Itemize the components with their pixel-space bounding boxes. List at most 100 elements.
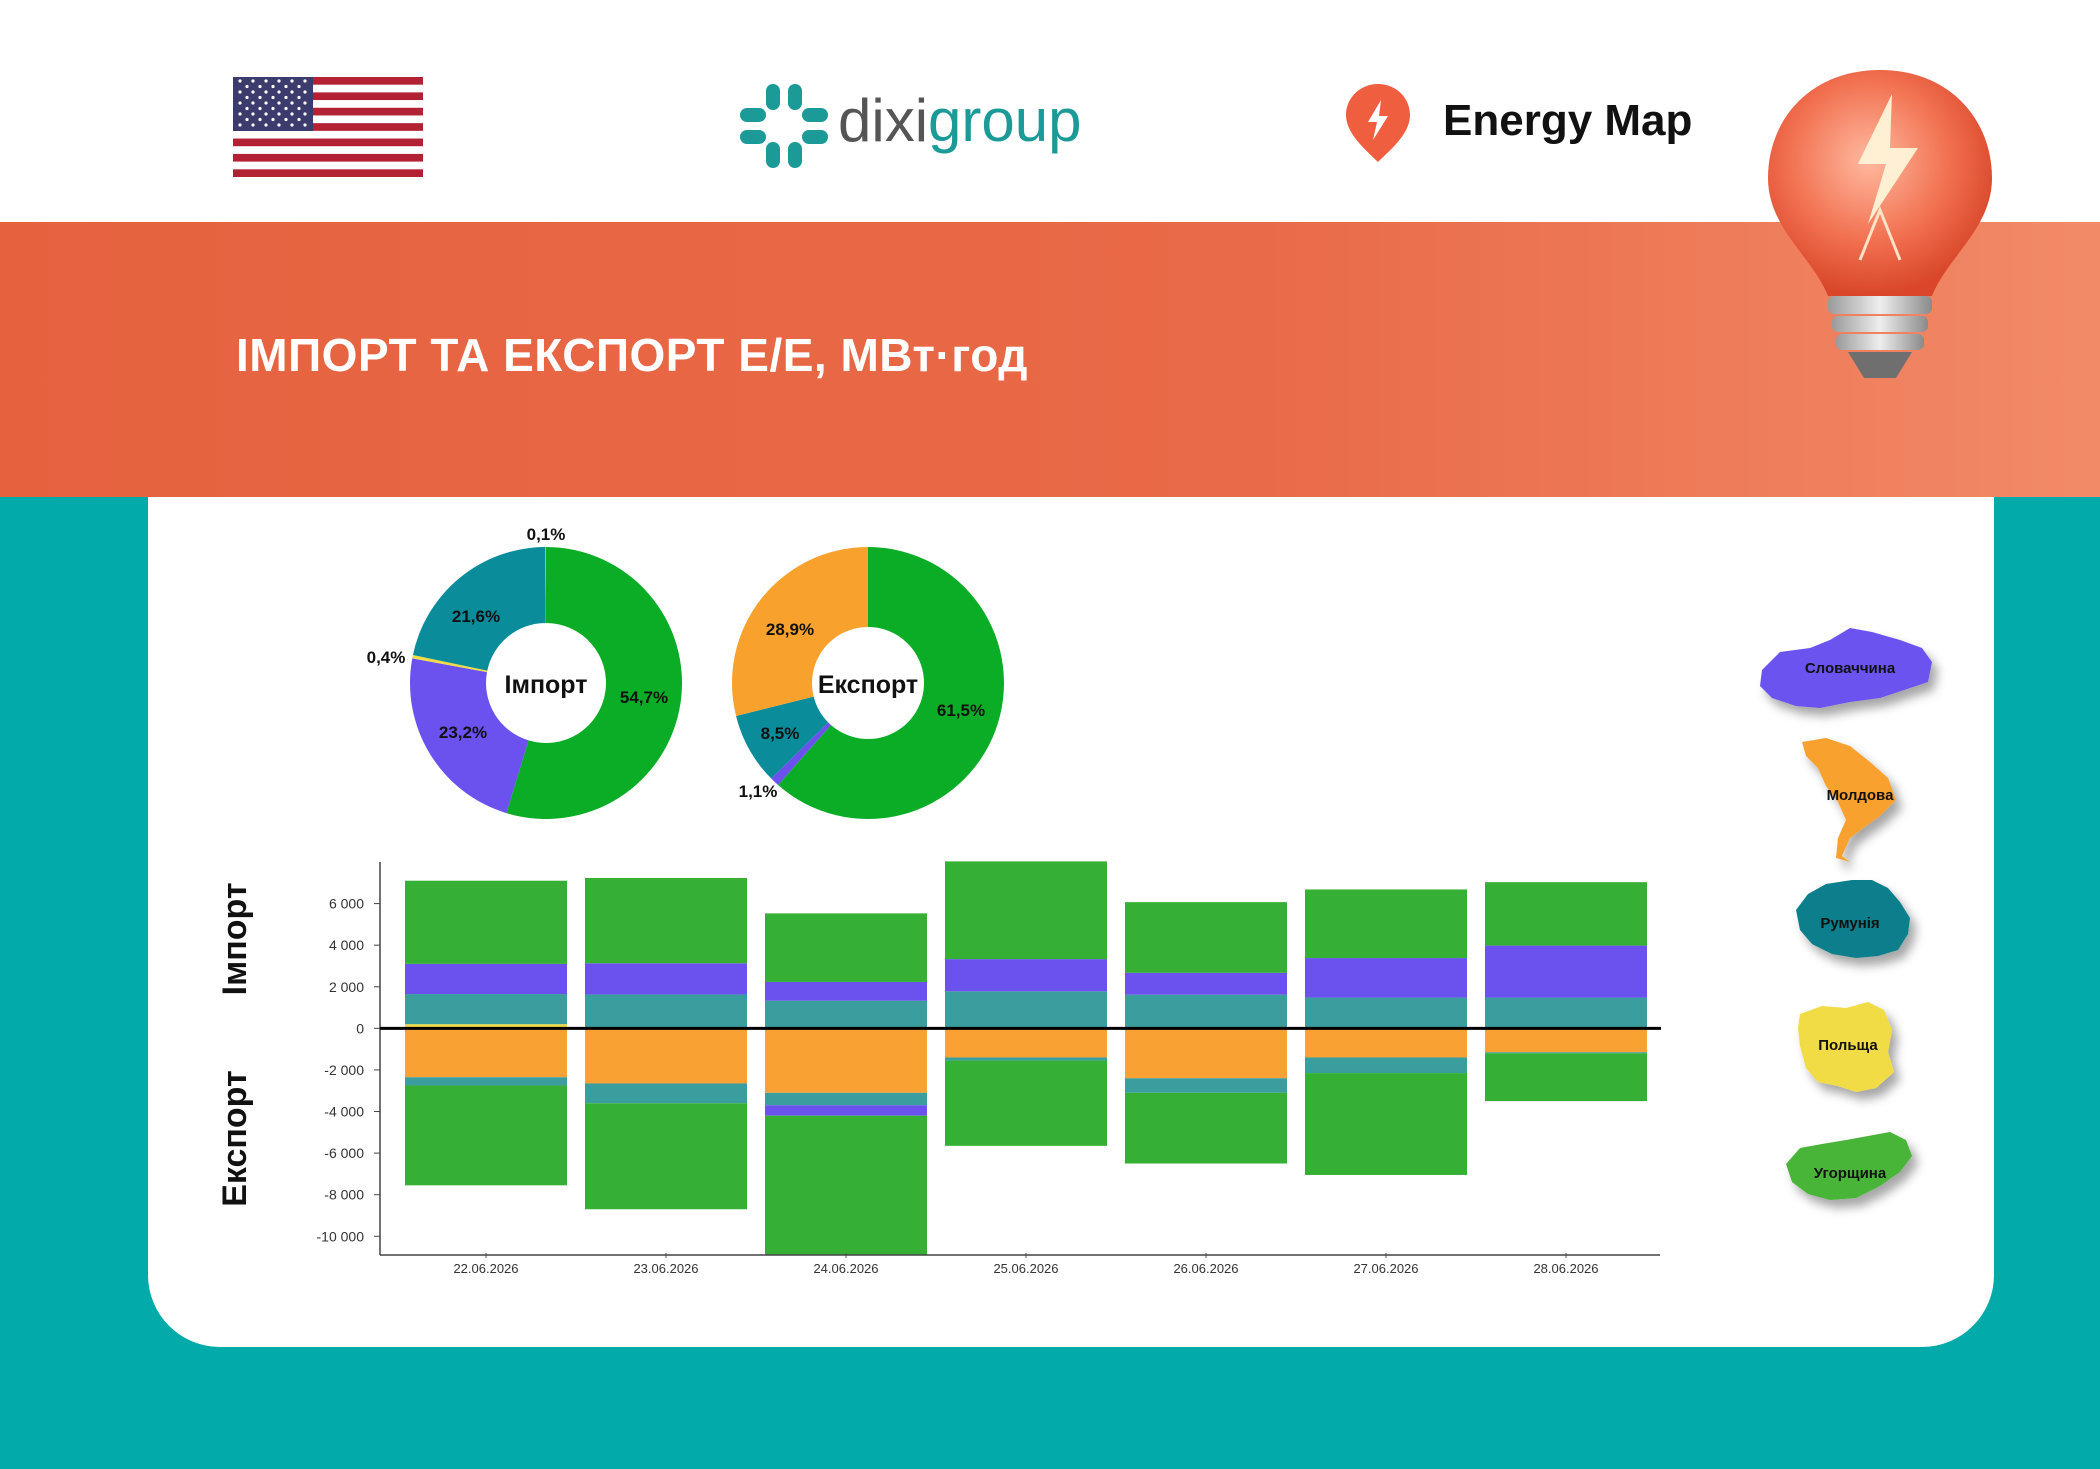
brand-left: dixi xyxy=(838,87,929,154)
import-slice-label: 54,7% xyxy=(620,688,668,707)
import-slice xyxy=(545,547,546,624)
slovakia-shape xyxy=(1760,628,1932,708)
y-tick-label: -6 000 xyxy=(324,1145,364,1161)
bar-segment xyxy=(405,1028,567,1078)
export-slice xyxy=(732,547,868,716)
hungary-shape xyxy=(1786,1132,1912,1200)
bar-segment xyxy=(1305,958,1467,998)
export-donut-chart: Експорт 61,5% 1,1% 8,5% 28,9% xyxy=(732,547,1004,820)
x-tick-label: 26.06.2026 xyxy=(1173,1261,1238,1276)
bar-segment xyxy=(1125,902,1287,973)
bar-segment xyxy=(1485,1028,1647,1053)
bar-segment xyxy=(585,1083,747,1104)
brand-name: dixigroup xyxy=(838,86,1082,155)
bar-segment xyxy=(585,1103,747,1210)
y-tick-label: -4 000 xyxy=(324,1104,364,1120)
bar-segment xyxy=(585,963,747,995)
bar-segment xyxy=(585,1028,747,1084)
y-tick-label: 6 000 xyxy=(329,896,364,912)
moldova-shape xyxy=(1802,738,1896,862)
dixigroup-logo-icon xyxy=(740,84,828,168)
import-slice-label: 0,1% xyxy=(527,525,566,544)
bar-segment xyxy=(945,1060,1107,1146)
bar-segment xyxy=(405,1024,567,1029)
x-tick-label: 28.06.2026 xyxy=(1533,1261,1598,1276)
bar-segment xyxy=(585,878,747,964)
light-bulb-icon xyxy=(1768,70,1992,378)
legend-label-poland: Польща xyxy=(1818,1037,1878,1054)
bar-segment xyxy=(765,1105,927,1116)
bar-segment xyxy=(1125,1092,1287,1164)
map-pin-icon xyxy=(1346,84,1410,162)
bar-segment xyxy=(1125,1078,1287,1093)
bar-segment xyxy=(765,913,927,982)
bar-segment xyxy=(765,1000,927,1028)
export-slice-label: 1,1% xyxy=(739,782,778,801)
poland-shape xyxy=(1798,1002,1894,1092)
y-label-import: Імпорт xyxy=(216,882,254,995)
legend-label-hungary: Угорщина xyxy=(1814,1165,1887,1182)
x-tick-label: 25.06.2026 xyxy=(993,1261,1058,1276)
bar-segment xyxy=(405,963,567,995)
bar-segment xyxy=(1125,994,1287,1028)
bar-segment xyxy=(765,1115,927,1255)
import-slice-label: 0,4% xyxy=(367,648,406,667)
import-slice-label: 21,6% xyxy=(452,607,500,626)
x-tick-label: 27.06.2026 xyxy=(1353,1261,1418,1276)
legend-label-slovakia: Словаччина xyxy=(1805,660,1896,677)
y-tick-label: -2 000 xyxy=(324,1062,364,1078)
us-flag-icon xyxy=(233,77,423,177)
x-tick-label: 23.06.2026 xyxy=(633,1261,698,1276)
import-slice xyxy=(412,655,488,673)
export-slice xyxy=(778,547,1004,820)
country-legend: Словаччина Молдова Румунія Польща Угорщи… xyxy=(1760,628,1932,1200)
y-tick-label: 0 xyxy=(356,1020,364,1036)
bar-segment xyxy=(765,1092,927,1106)
import-slice xyxy=(506,547,682,820)
legend-item-romania xyxy=(1796,880,1910,958)
bar-segment xyxy=(765,1028,927,1093)
import-donut-chart: Імпорт 54,7% 23,2% 0,4% 21,6% 0,1% xyxy=(367,525,682,820)
bar-segment xyxy=(765,981,927,1001)
bar-segment xyxy=(945,861,1107,960)
bar-segment xyxy=(945,991,1107,1028)
import-slice-label: 23,2% xyxy=(439,723,487,742)
export-slice-label: 28,9% xyxy=(766,620,814,639)
y-tick-label: 2 000 xyxy=(329,979,364,995)
bar-segment xyxy=(1485,945,1647,998)
bar-segment xyxy=(945,1028,1107,1058)
export-title: Експорт xyxy=(818,671,918,699)
bar-segment xyxy=(405,880,567,964)
bar-segment xyxy=(1305,1028,1467,1058)
import-slice xyxy=(412,547,546,671)
import-export-bar-chart: 22.06.2026 23.06.2026 24.06.2026 25.06.2026… xyxy=(216,861,1661,1276)
y-tick-label: -8 000 xyxy=(324,1187,364,1203)
bar-segment xyxy=(1485,1052,1647,1054)
bar-segment xyxy=(1485,1053,1647,1102)
header: dixigroup Energy Map xyxy=(0,0,2100,222)
export-slice xyxy=(736,696,829,779)
legend-item-poland xyxy=(1798,1002,1894,1092)
bar-segment xyxy=(945,959,1107,992)
bar-segment xyxy=(405,1085,567,1186)
brand-right: group xyxy=(928,87,1082,154)
title-banner xyxy=(0,222,2100,497)
legend-item-hungary xyxy=(1786,1132,1912,1200)
y-label-export: Експорт xyxy=(216,1070,254,1206)
y-tick-label: 4 000 xyxy=(329,937,364,953)
bar-segment xyxy=(1305,1057,1467,1074)
y-tick-label: -10 000 xyxy=(317,1228,365,1244)
page-title: ІМПОРТ ТА ЕКСПОРТ Е/Е, МВт·год xyxy=(236,329,1028,381)
x-tick-label: 22.06.2026 xyxy=(453,1261,518,1276)
bar-segment xyxy=(1485,882,1647,946)
donut-charts: Імпорт 54,7% 23,2% 0,4% 21,6% 0,1% Експорт 61,… xyxy=(367,525,1004,820)
bar-segment xyxy=(585,994,747,1028)
bar-segment xyxy=(405,1077,567,1086)
bar-segment xyxy=(1305,889,1467,959)
x-tick-label: 24.06.2026 xyxy=(813,1261,878,1276)
romania-shape xyxy=(1796,880,1910,958)
bar-segment xyxy=(1125,1028,1287,1079)
export-slice-label: 61,5% xyxy=(937,701,985,720)
export-slice-label: 8,5% xyxy=(761,724,800,743)
import-title: Імпорт xyxy=(505,671,588,699)
